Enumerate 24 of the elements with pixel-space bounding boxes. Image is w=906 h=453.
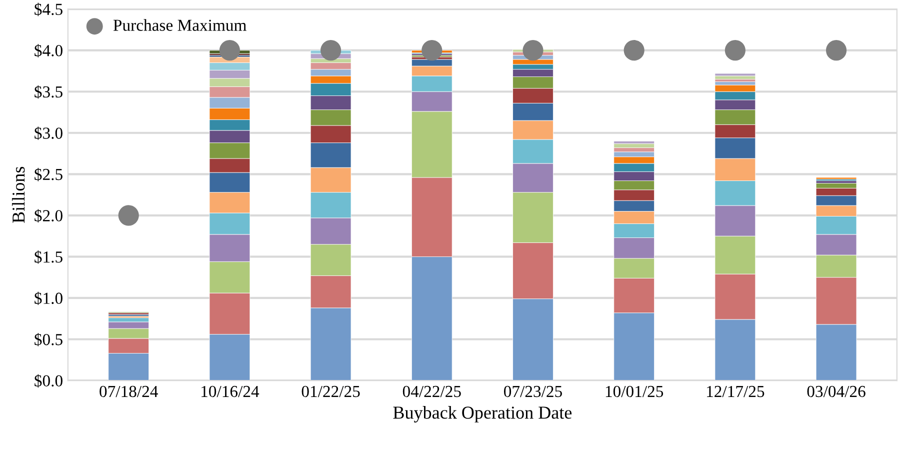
legend-label: Purchase Maximum bbox=[113, 19, 246, 31]
x-tick-label: 07/23/25 bbox=[504, 386, 562, 398]
y-tick-label: $2.5 bbox=[34, 168, 62, 182]
y-tick-label: $2.0 bbox=[34, 209, 62, 222]
x-tick-label: 07/18/24 bbox=[100, 386, 158, 398]
y-tick-label: $3.5 bbox=[34, 85, 62, 99]
y-tick-label: $0.0 bbox=[34, 374, 62, 388]
y-tick-label: $4.0 bbox=[34, 44, 62, 58]
y-tick-label: $0.5 bbox=[34, 332, 62, 346]
x-tick-label: 10/16/24 bbox=[202, 386, 260, 398]
y-tick-label: $3.0 bbox=[34, 126, 62, 140]
bar bbox=[714, 73, 756, 76]
x-tick-label: 12/17/25 bbox=[707, 386, 764, 398]
x-axis-title: Buyback Operation Date bbox=[393, 406, 572, 422]
y-axis-title: Billions bbox=[12, 166, 25, 223]
x-tick-label: 01/22/25 bbox=[302, 386, 360, 398]
y-tick-label: $1.0 bbox=[34, 292, 62, 306]
x-tick-label: 03/04/26 bbox=[807, 386, 866, 398]
x-tick-label: 04/22/25 bbox=[402, 386, 461, 398]
x-tick-label: 10/01/25 bbox=[606, 386, 664, 398]
bar bbox=[614, 140, 655, 144]
bar bbox=[714, 76, 756, 80]
y-tick-label: $4.5 bbox=[34, 2, 62, 16]
y-tick-label: $1.5 bbox=[34, 250, 62, 264]
